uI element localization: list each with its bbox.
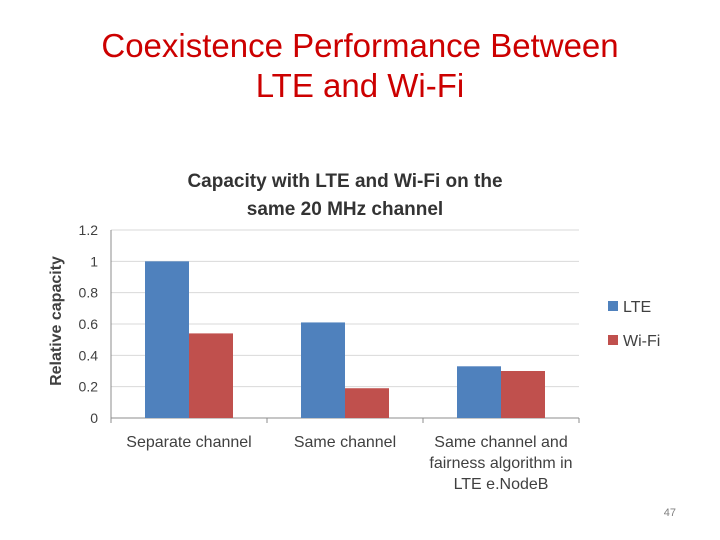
- y-axis-label-text: Relative capacity: [48, 256, 65, 386]
- bar-wi-fi-1: [189, 333, 233, 418]
- legend-swatch-wi-fi: [608, 335, 618, 345]
- x-tick-label: LTE e.NodeB: [454, 476, 549, 493]
- chart-title: Capacity with LTE and Wi-Fi on the same 2…: [187, 171, 502, 220]
- chart-title-line-1: Capacity with LTE and Wi-Fi on the: [187, 171, 502, 192]
- bar-lte-1: [145, 261, 189, 418]
- bar-wi-fi-3: [501, 371, 545, 418]
- y-axis-label: Relative capacity: [48, 256, 65, 386]
- chart-bars: [145, 261, 545, 418]
- y-tick-label: 1: [90, 253, 98, 269]
- y-tick-label: 0.4: [79, 347, 99, 363]
- y-tick-label: 1.2: [79, 222, 99, 238]
- page-number: 47: [663, 507, 676, 519]
- x-tick-label: Same channel: [294, 434, 396, 451]
- y-tick-label: 0.8: [79, 285, 99, 301]
- chart-legend: LTE Wi-Fi: [608, 299, 660, 350]
- slide-title-line-1: Coexistence Performance Between: [101, 27, 619, 64]
- y-tick-label: 0.2: [79, 379, 99, 395]
- x-tick-label: Same channel and: [434, 434, 567, 451]
- y-tick-label: 0: [90, 410, 98, 426]
- legend-label-lte: LTE: [623, 299, 651, 316]
- slide-title: Coexistence Performance Between LTE and …: [40, 26, 680, 106]
- legend-label-wi-fi: Wi-Fi: [623, 333, 660, 350]
- y-axis-ticks: 0 0.2 0.4 0.6 0.8 1 1.2: [79, 222, 99, 426]
- bar-lte-3: [457, 366, 501, 418]
- x-tick-label: fairness algorithm in: [429, 455, 572, 472]
- x-axis-ticks: Separate channel Same channel Same channel…: [126, 434, 572, 493]
- chart-title-line-2: same 20 MHz channel: [247, 199, 443, 220]
- legend-swatch-lte: [608, 301, 618, 311]
- slide-title-line-2: LTE and Wi-Fi: [255, 67, 465, 104]
- bar-lte-2: [301, 322, 345, 418]
- x-tick-label: Separate channel: [126, 434, 251, 451]
- y-tick-label: 0.6: [79, 316, 99, 332]
- bar-wi-fi-2: [345, 388, 389, 418]
